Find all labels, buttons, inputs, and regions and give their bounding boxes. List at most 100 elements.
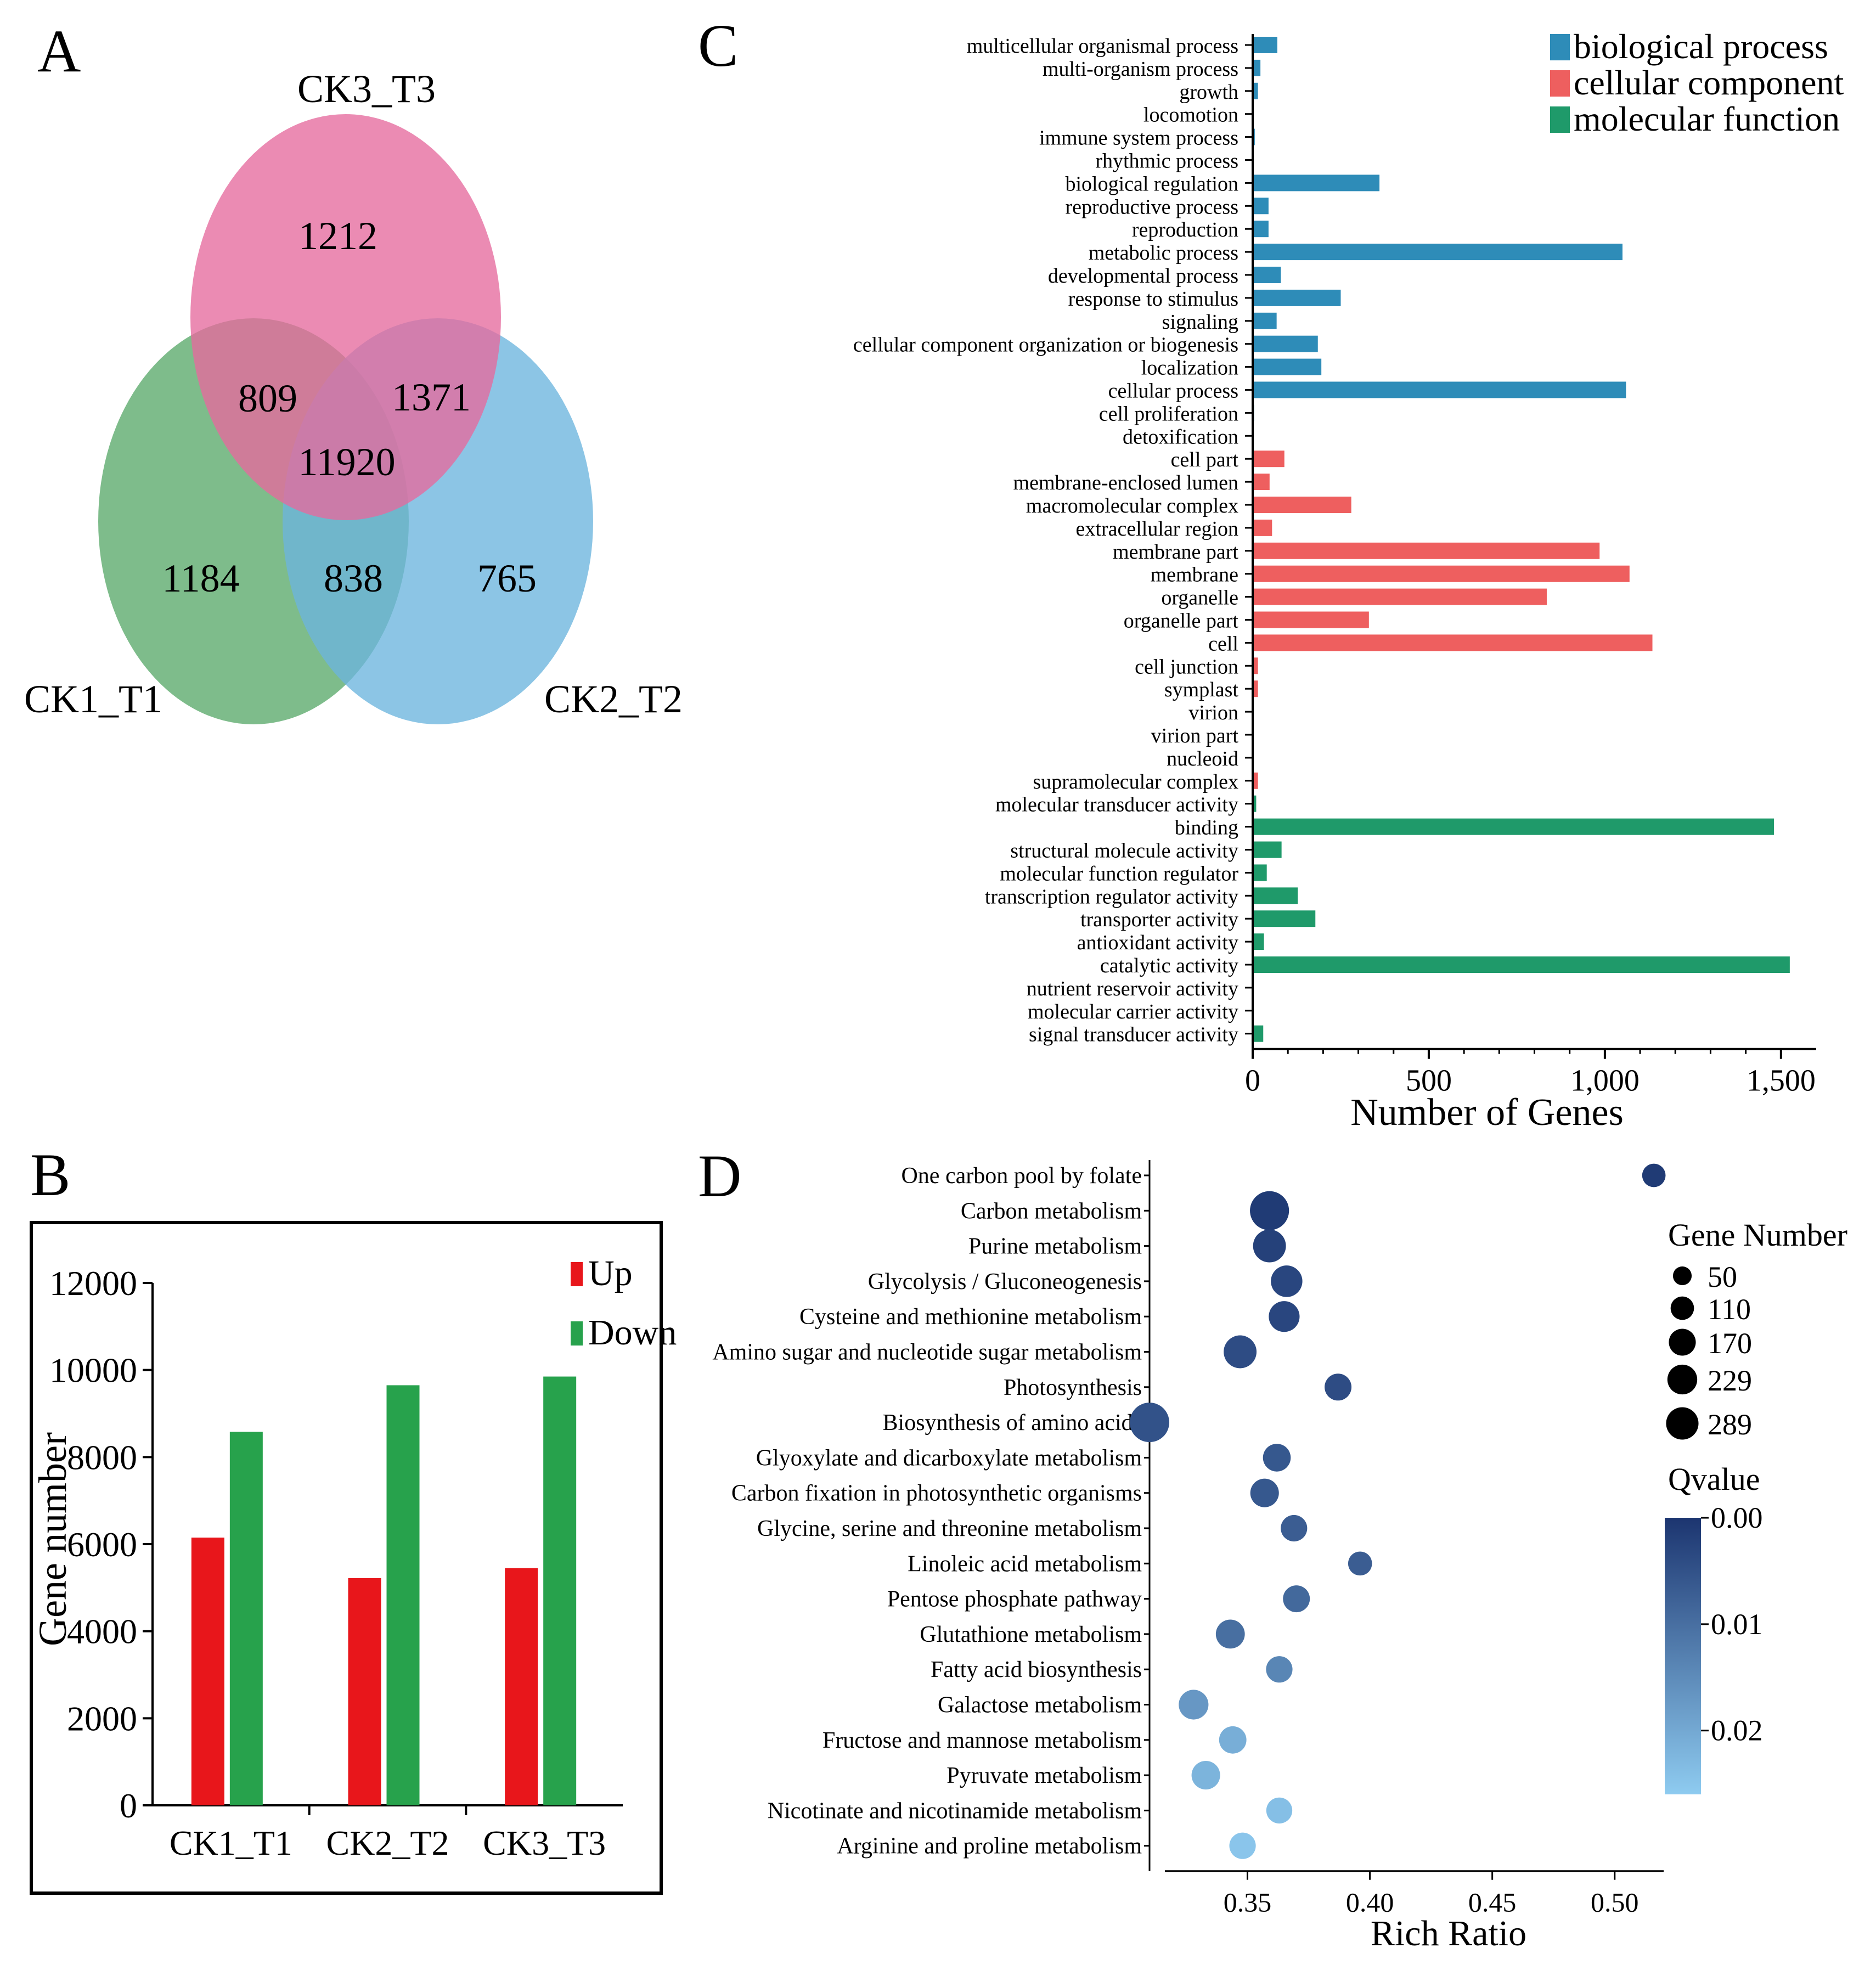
panel-b-xtick-label: CK2_T2	[326, 1823, 449, 1862]
panel-c-bars	[1253, 37, 1790, 1042]
go-bar	[1253, 335, 1318, 352]
kegg-term-label: Linoleic acid metabolism	[908, 1551, 1142, 1577]
kegg-point	[1283, 1585, 1310, 1613]
panel-b-ytick-label: 4000	[67, 1612, 137, 1651]
panel-c-axes: 0 500 1,000 1,500	[1245, 34, 1816, 1098]
kegg-term-label: Galactose metabolism	[938, 1693, 1142, 1718]
go-bar	[1253, 289, 1341, 306]
go-bar	[1253, 588, 1547, 605]
go-term-label: reproduction	[1132, 218, 1238, 241]
go-term-label: binding	[1175, 817, 1238, 840]
kegg-point	[1253, 1229, 1286, 1263]
go-bar	[1253, 818, 1774, 835]
go-term-label: developmental process	[1048, 264, 1238, 288]
bar-up-ck1_t1	[191, 1538, 224, 1805]
go-bar	[1253, 1025, 1264, 1042]
go-term-label: multicellular organismal process	[967, 35, 1238, 58]
panel-c-xtick-label: 500	[1406, 1064, 1452, 1098]
panel-b-xtick-label: CK3_T3	[483, 1823, 606, 1862]
panel-c-xlabel: Number of Genes	[1350, 1091, 1624, 1134]
panel-b-ytick-label: 6000	[67, 1525, 137, 1564]
kegg-point	[1266, 1656, 1293, 1683]
go-term-label: membrane-enclosed lumen	[1013, 471, 1238, 494]
go-term-label: signaling	[1162, 311, 1238, 334]
go-bar	[1253, 772, 1258, 789]
size-legend-label: 110	[1708, 1293, 1751, 1326]
qvalue-colorbar	[1665, 1518, 1701, 1794]
kegg-term-label: Fatty acid biosynthesis	[931, 1657, 1142, 1682]
go-term-label: detoxification	[1123, 425, 1238, 448]
go-bar	[1253, 267, 1281, 283]
go-bar	[1253, 657, 1258, 674]
size-legend-label: 289	[1708, 1408, 1752, 1441]
go-bar	[1253, 198, 1269, 215]
kegg-term-label: Purine metabolism	[968, 1234, 1142, 1259]
panel-b-ytick-label: 12000	[49, 1264, 137, 1303]
panel-c-xtick-label: 1,500	[1747, 1064, 1816, 1098]
panel-b-ytick-label: 0	[120, 1786, 137, 1825]
kegg-point	[1269, 1301, 1300, 1332]
kegg-point	[1130, 1403, 1169, 1443]
go-term-label: growth	[1179, 81, 1238, 104]
bar-down-ck1_t1	[229, 1432, 263, 1805]
go-term-label: transporter activity	[1080, 908, 1238, 931]
go-term-label: organelle	[1161, 587, 1238, 610]
go-bar	[1253, 795, 1257, 812]
go-term-label: nucleoid	[1167, 747, 1238, 770]
go-term-label: metabolic process	[1089, 241, 1238, 264]
go-bar	[1253, 59, 1261, 76]
go-term-label: immune system process	[1039, 127, 1238, 150]
go-term-label: rhythmic process	[1095, 150, 1238, 173]
color-legend-label: 0.02	[1711, 1714, 1763, 1747]
legend-swatch-mf	[1550, 106, 1570, 133]
size-legend-dot	[1667, 1364, 1698, 1395]
color-legend-label: 0.01	[1711, 1608, 1763, 1641]
kegg-term-label: Pyruvate metabolism	[947, 1763, 1142, 1788]
panel-letter-c: C	[698, 12, 738, 79]
panel-d-points	[1130, 1163, 1666, 1859]
go-bar	[1253, 680, 1258, 697]
panel-d-xtick-label: 0.50	[1591, 1887, 1639, 1918]
scatter-panel-d: D One carbon pool by folate Carbon metabo…	[698, 1142, 1847, 1954]
color-legend-label: 0.00	[1711, 1501, 1763, 1534]
panel-b-xtick-label: CK1_T1	[170, 1823, 292, 1862]
kegg-term-label: Glycolysis / Gluconeogenesis	[868, 1269, 1142, 1294]
go-bar	[1253, 519, 1272, 536]
kegg-point	[1266, 1797, 1293, 1824]
go-bar	[1253, 542, 1600, 559]
kegg-point	[1325, 1373, 1352, 1401]
panel-d-xtick-label: 0.35	[1224, 1887, 1272, 1918]
panel-d-term-labels: One carbon pool by folate Carbon metaboli…	[712, 1163, 1142, 1859]
go-term-label: molecular transducer activity	[995, 793, 1238, 817]
go-term-label: macromolecular complex	[1026, 494, 1238, 517]
kegg-term-label: Arginine and proline metabolism	[837, 1834, 1142, 1859]
kegg-term-label: Photosynthesis	[1004, 1375, 1142, 1400]
go-term-label: localization	[1141, 357, 1238, 380]
panel-c-xtick-label: 0	[1245, 1064, 1260, 1098]
go-term-label: virion part	[1151, 724, 1239, 747]
legend-swatch-up	[571, 1262, 583, 1286]
panel-d-xlabel: Rich Ratio	[1371, 1913, 1526, 1954]
kegg-term-label: Glutathione metabolism	[920, 1622, 1142, 1647]
panel-d-xtick-label: 0.45	[1468, 1887, 1517, 1918]
size-legend-label: 170	[1708, 1327, 1752, 1360]
size-legend-title: Gene Number	[1668, 1217, 1847, 1253]
venn-set-label-ck1: CK1_T1	[24, 677, 162, 721]
panel-c-category-labels: multicellular organismal processmulti-or…	[853, 35, 1239, 1046]
go-bar	[1253, 887, 1298, 904]
panel-letter-b: B	[30, 1141, 70, 1208]
go-bar	[1253, 37, 1277, 53]
panel-d-xtick-label: 0.40	[1346, 1887, 1394, 1918]
go-bar	[1253, 910, 1316, 927]
go-bar	[1253, 474, 1270, 491]
go-term-label: biological regulation	[1065, 172, 1238, 195]
panel-c-legend: biological process cellular component mo…	[1550, 27, 1844, 138]
go-bar	[1253, 451, 1285, 468]
go-term-label: virion	[1188, 701, 1238, 724]
go-bar	[1253, 244, 1623, 261]
kegg-term-label: Carbon fixation in photosynthetic organi…	[731, 1481, 1142, 1506]
size-legend-dot	[1670, 1296, 1694, 1320]
go-term-label: membrane part	[1113, 541, 1238, 564]
